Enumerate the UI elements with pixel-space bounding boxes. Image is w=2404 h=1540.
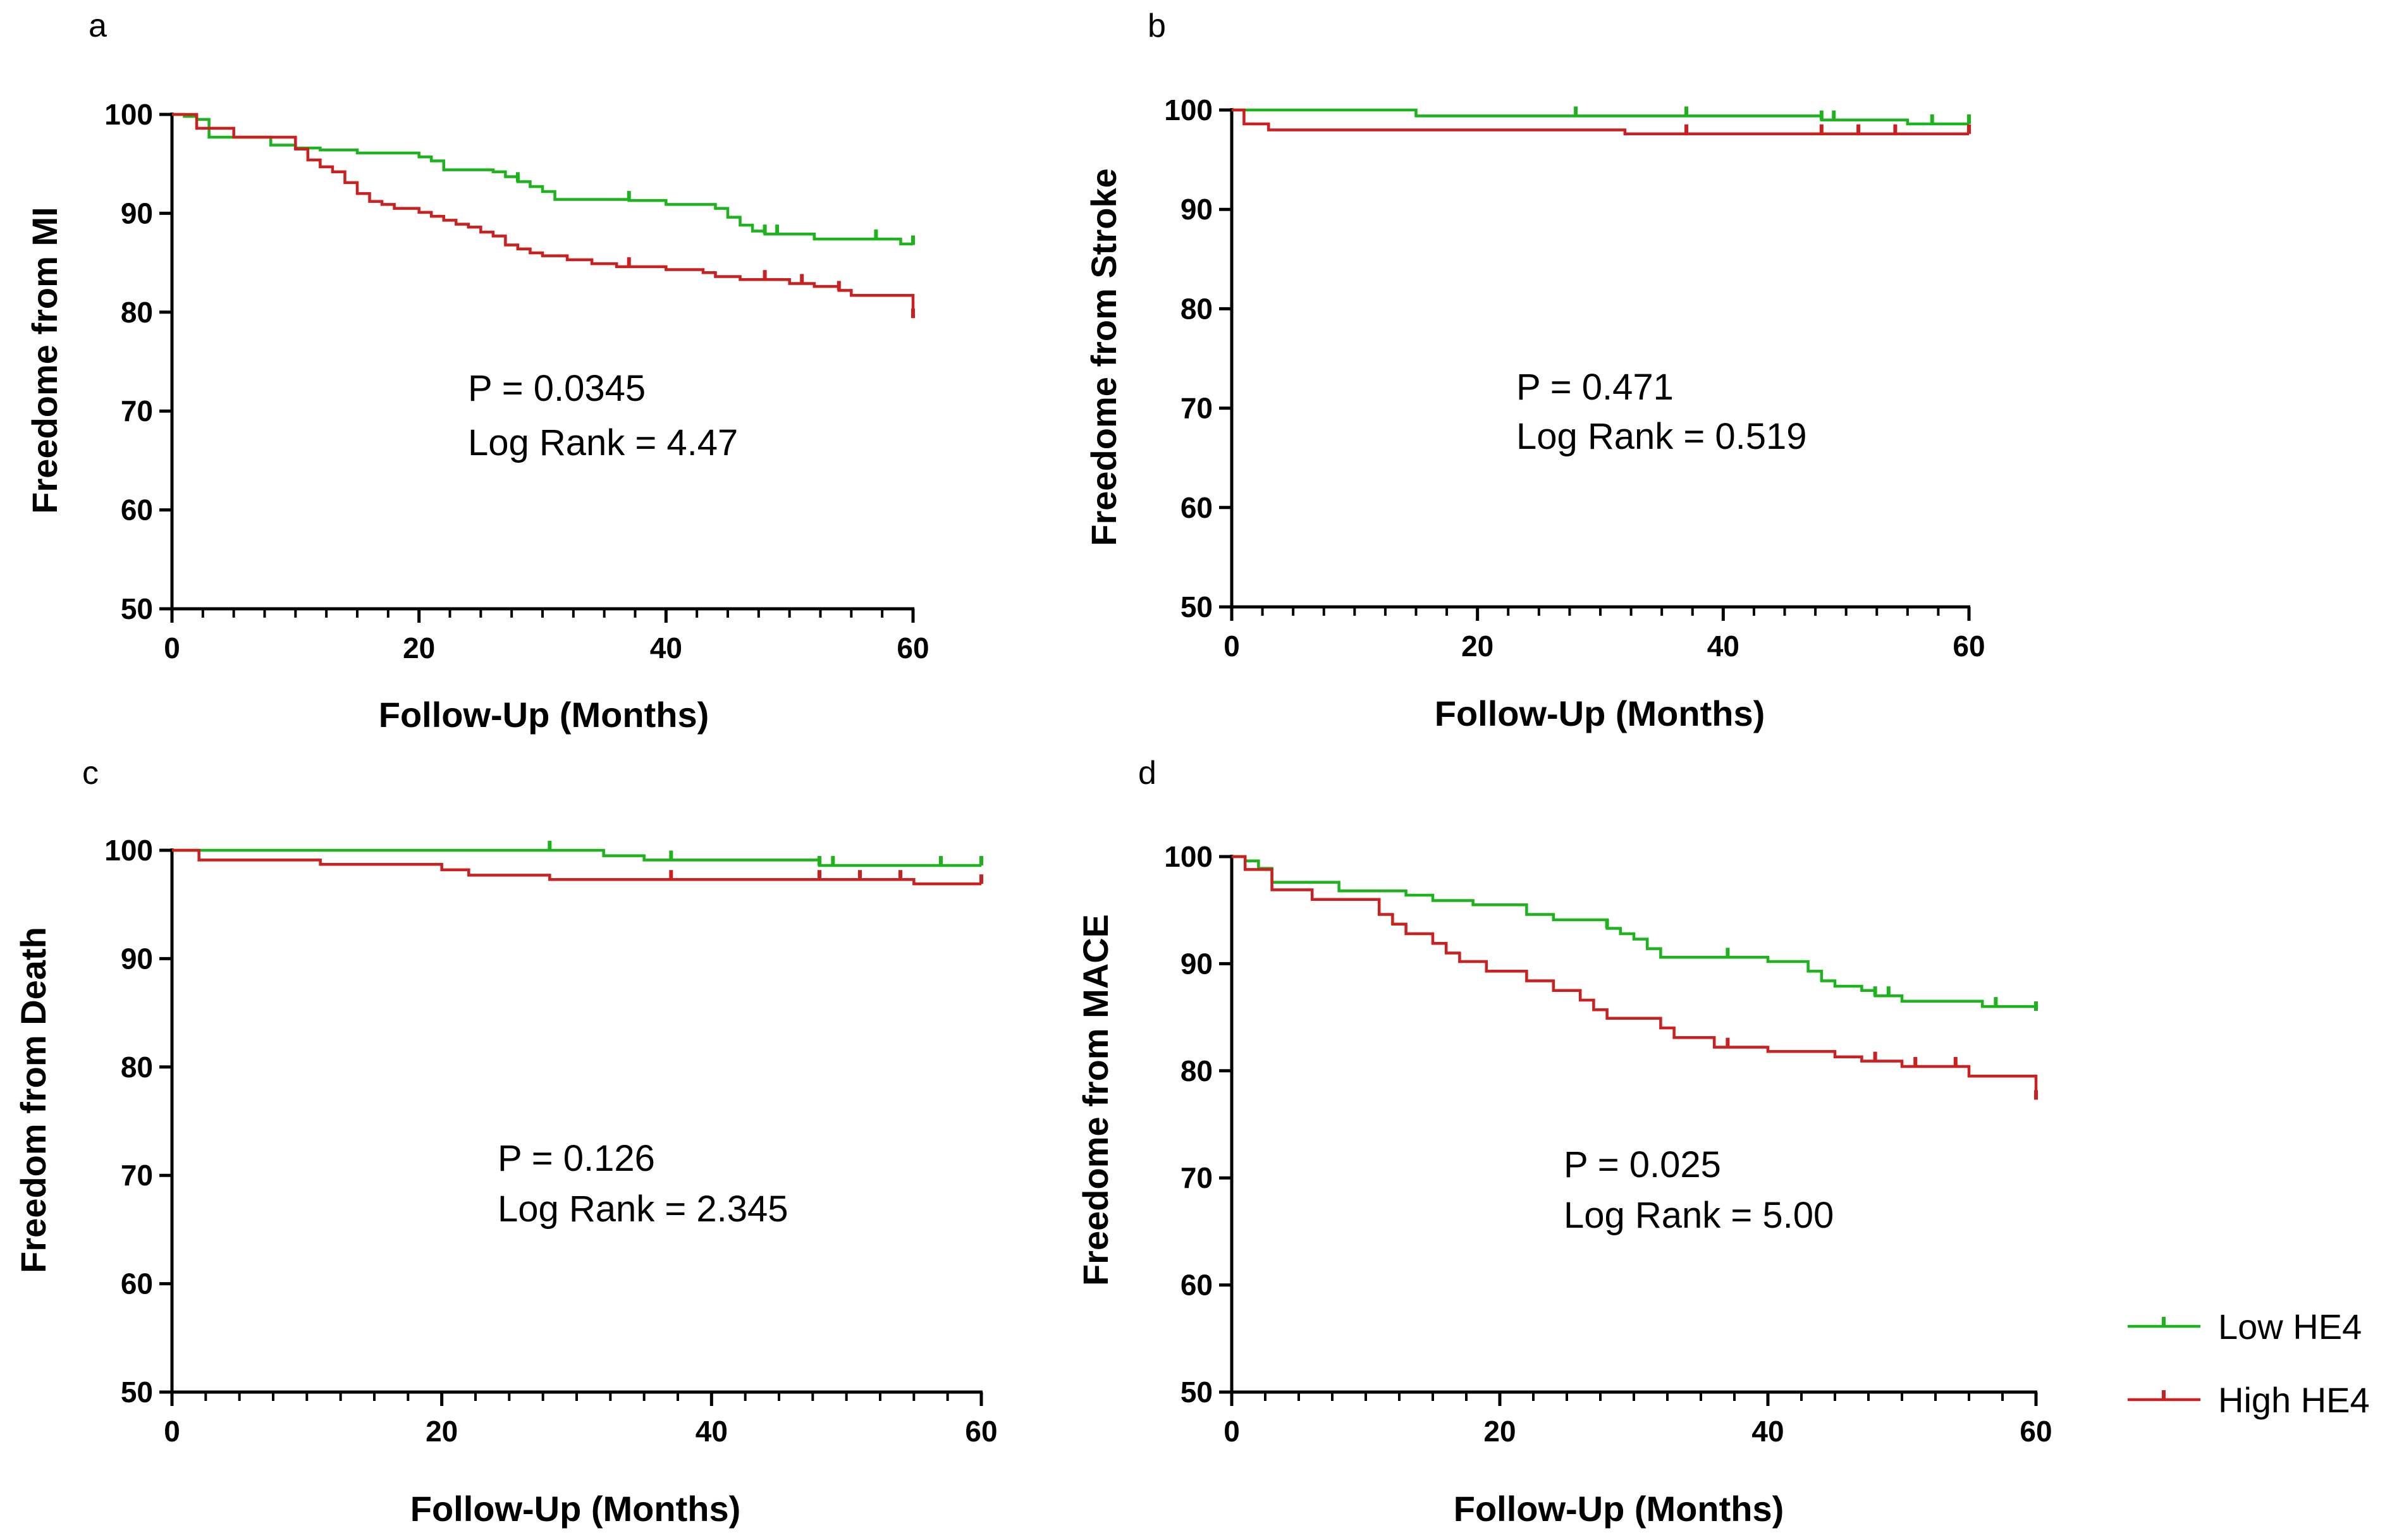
- axes: 50 60 70 80 90 100 0 20 40 60: [1164, 840, 2052, 1448]
- p-value: P = 0.471: [1516, 367, 1674, 408]
- km-curve-high: [1232, 108, 1969, 135]
- panel-b: b 50 60 70 80 90 100 0 20 40 60 Follow-Up (Months…: [1084, 8, 1985, 733]
- p-value: P = 0.126: [498, 1138, 655, 1179]
- y-tick-label: 50: [1181, 1376, 1213, 1409]
- y-tick-label: 100: [1164, 94, 1213, 126]
- y-tick-label: 60: [121, 494, 153, 527]
- legend-high-label: High HE4: [2218, 1380, 2370, 1420]
- log-rank: Log Rank = 2.345: [498, 1189, 788, 1230]
- y-tick-label: 90: [1181, 947, 1213, 980]
- x-axis-title: Follow-Up (Months): [1435, 694, 1765, 733]
- y-tick-label: 60: [1181, 491, 1213, 524]
- p-value: P = 0.0345: [468, 368, 646, 409]
- axes: 50 60 70 80 90 100 0 20 40 60: [104, 834, 997, 1448]
- legend-low-label: Low HE4: [2218, 1307, 2362, 1347]
- panel-a: a 50 60 70 80 90 100 0 20 40 60 Follow-Up (Months…: [25, 8, 929, 735]
- y-tick-label: 80: [121, 1051, 153, 1084]
- x-tick-label: 0: [164, 632, 180, 664]
- x-tick-label: 40: [1751, 1415, 1784, 1448]
- y-tick-label: 90: [121, 942, 153, 975]
- log-rank: Log Rank = 4.47: [468, 422, 738, 463]
- km-curve-high: [172, 113, 915, 319]
- y-tick-label: 80: [121, 296, 153, 329]
- p-value: P = 0.025: [1564, 1144, 1721, 1185]
- log-rank: Log Rank = 0.519: [1516, 416, 1807, 457]
- km-curve-low: [1232, 108, 1969, 126]
- km-curve-low: [1232, 855, 2038, 1011]
- series-group: [1232, 855, 2038, 1100]
- y-axis-title: Freedome from Stroke: [1084, 168, 1124, 546]
- log-rank: Log Rank = 5.00: [1564, 1195, 1834, 1236]
- x-tick-label: 0: [164, 1415, 180, 1448]
- x-axis-title: Follow-Up (Months): [379, 695, 709, 735]
- y-axis-title: Freedome from MACE: [1076, 914, 1115, 1286]
- x-tick-label: 20: [1483, 1415, 1516, 1448]
- y-tick-label: 100: [104, 98, 153, 131]
- y-axis-title: Freedom from Death: [13, 927, 53, 1273]
- y-tick-label: 80: [1181, 1054, 1213, 1087]
- panel-d: d 50 60 70 80 90 100 0 20 40 60 Follow-Up (Months…: [1076, 755, 2052, 1529]
- y-tick-label: 50: [1181, 590, 1213, 623]
- x-tick-label: 40: [696, 1415, 728, 1448]
- x-tick-label: 60: [897, 632, 929, 664]
- y-tick-label: 60: [1181, 1269, 1213, 1302]
- x-tick-label: 60: [1953, 630, 1985, 663]
- panel-c: c 50 60 70 80 90 100 0 20 40 60 Follow-Up (Months…: [13, 755, 998, 1529]
- y-tick-label: 100: [104, 834, 153, 867]
- axes: 50 60 70 80 90 100 0 20 40 60: [1164, 94, 1985, 663]
- y-tick-label: 100: [1164, 840, 1213, 873]
- y-tick-label: 70: [1181, 1161, 1213, 1194]
- km-curve-low: [172, 113, 915, 246]
- y-tick-label: 70: [121, 394, 153, 427]
- km-curve-high: [1232, 855, 2038, 1100]
- axes: 50 60 70 80 90 100 0 20 40 60: [104, 98, 929, 664]
- y-tick-label: 90: [121, 197, 153, 229]
- panel-letter: d: [1138, 755, 1156, 791]
- km-curve-high: [172, 848, 981, 886]
- x-tick-label: 20: [1461, 630, 1493, 663]
- x-tick-label: 0: [1223, 1415, 1240, 1448]
- y-tick-label: 60: [121, 1268, 153, 1300]
- x-tick-label: 40: [650, 632, 682, 664]
- panel-letter: b: [1148, 8, 1166, 44]
- y-tick-label: 50: [121, 1376, 153, 1409]
- x-axis-title: Follow-Up (Months): [410, 1489, 741, 1529]
- panel-letter: c: [82, 755, 99, 791]
- y-tick-label: 90: [1181, 193, 1213, 226]
- x-axis-title: Follow-Up (Months): [1454, 1489, 1784, 1529]
- y-axis-title: Freedome from MI: [25, 207, 64, 513]
- x-tick-label: 60: [2020, 1415, 2052, 1448]
- y-tick-label: 80: [1181, 292, 1213, 325]
- x-tick-label: 20: [403, 632, 435, 664]
- series-group: [172, 841, 983, 886]
- panel-letter: a: [89, 8, 107, 44]
- legend: Low HE4 High HE4: [2128, 1307, 2370, 1420]
- x-tick-label: 20: [426, 1415, 458, 1448]
- y-tick-label: 50: [121, 592, 153, 625]
- series-group: [172, 113, 915, 319]
- series-group: [1232, 106, 1971, 135]
- x-tick-label: 60: [965, 1415, 997, 1448]
- y-tick-label: 70: [121, 1159, 153, 1192]
- x-tick-label: 0: [1223, 630, 1240, 663]
- y-tick-label: 70: [1181, 392, 1213, 425]
- km-curve-low: [172, 848, 981, 867]
- x-tick-label: 40: [1707, 630, 1739, 663]
